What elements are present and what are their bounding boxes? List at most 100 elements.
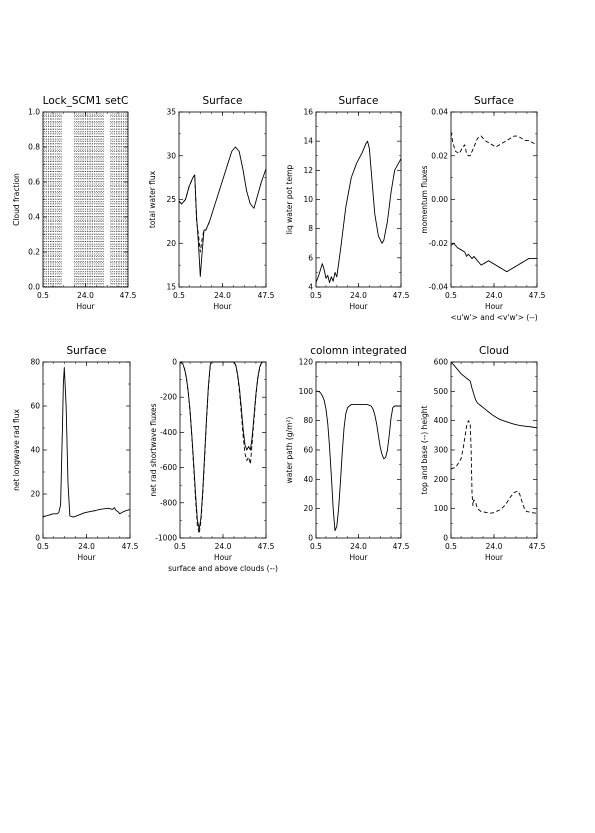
plot-frame [42,361,131,539]
series-line-dashed [450,131,538,157]
series-line-solid [178,146,267,277]
x-tick-label: 0.5 [173,291,185,300]
y-tick-label: 20 [166,239,176,248]
plot-frame [450,111,538,288]
x-tick-label: 47.5 [258,542,275,551]
y-tick-label: 15 [166,283,176,292]
y-tick-label: 120 [299,358,314,367]
x-axis-label: Hour [349,302,368,311]
x-axis-label: Hour [76,302,95,311]
y-tick-label: 40 [30,446,40,455]
y-tick-label: 200 [434,475,449,484]
annotation-label: surface and above clouds (--) [168,564,278,573]
series-line-dashed [450,420,537,514]
y-tick-label: 0.4 [28,213,40,222]
chart-panel-8: Cloud 0.5 24.0 47.5 0 100 200 300 400 500 600 Hour t… [420,345,546,562]
x-tick-label: 24.0 [78,542,95,551]
chart-title: Surface [474,95,514,107]
series-line-solid [315,140,402,284]
y-tick-label: 0.6 [28,178,40,187]
x-tick-label: 47.5 [258,291,275,300]
y-tick-label: 0.0 [28,283,40,292]
x-tick-label: 47.5 [393,542,410,551]
y-tick-label: 60 [303,446,313,455]
x-tick-label: 0.5 [37,542,49,551]
y-tick-label: 0 [172,358,177,367]
x-tick-label: 0.5 [310,542,322,551]
y-tick-label: -0.02 [429,239,449,248]
y-tick-label: -400 [160,428,177,437]
y-tick-label: 0.00 [431,195,448,204]
chart-title: Cloud [479,345,509,357]
chart-panel-2: Surface 0.5 24.0 47.5 15 20 25 30 35 Hour total wa… [148,95,275,311]
x-axis-label: Hour [349,553,368,562]
x-axis-label: Hour [485,302,504,311]
y-tick-label: 80 [30,358,40,367]
y-tick-label: 100 [299,387,314,396]
y-tick-label: 60 [30,402,40,411]
y-tick-label: 16 [303,108,313,117]
chart-panel-4: Surface 0.5 24.0 47.5 -0.04 -0.02 0.00 0.02 0.04… [420,95,546,322]
series-line-solid [42,367,131,518]
series-line-solid [316,390,401,532]
chart-panel-5: Surface 0.5 24.0 47.5 0 20 40 60 80 Hour net longw… [12,345,139,562]
y-axis-label: top and base (--) height [420,405,429,494]
x-tick-label: 24.0 [486,291,503,300]
plot-frame [178,111,267,288]
y-tick-label: -600 [160,463,177,472]
y-tick-label: -0.04 [429,283,449,292]
x-tick-label: 0.5 [37,291,49,300]
y-tick-label: 0 [35,534,40,543]
x-tick-label: 0.5 [445,291,457,300]
x-tick-label: 24.0 [215,542,232,551]
x-tick-label: 24.0 [350,542,367,551]
series-line-dashed [179,361,264,535]
chart-title: colomn integrated [310,345,407,357]
plot-frame [450,361,538,539]
x-axis-label: Hour [214,553,233,562]
x-tick-label: 47.5 [120,291,137,300]
y-axis-label: net longwave rad flux [12,409,21,491]
y-axis-label: net rad shortwave fluxes [149,403,158,496]
x-axis-label: Hour [485,553,504,562]
x-tick-label: 24.0 [77,291,94,300]
y-tick-label: 6 [308,253,313,262]
y-tick-label: 0.8 [28,143,40,152]
y-tick-label: 4 [308,283,313,292]
y-tick-label: 80 [303,416,313,425]
y-tick-label: 0.04 [431,108,448,117]
y-tick-label: 0 [443,534,448,543]
x-axis-label: Hour [213,302,232,311]
x-tick-label: 0.5 [445,542,457,551]
y-tick-label: 8 [308,224,313,233]
y-tick-label: 0.02 [431,151,448,160]
y-axis-label: liq water pot temp [285,165,294,235]
x-tick-label: 47.5 [122,542,139,551]
y-tick-label: 25 [166,195,176,204]
y-tick-label: 20 [303,504,313,513]
chart-title: Surface [66,345,106,357]
y-tick-label: 600 [434,358,449,367]
y-tick-label: -800 [160,498,177,507]
y-tick-label: 14 [303,137,313,146]
x-tick-label: 24.0 [486,542,503,551]
plot-frame [315,111,402,288]
series-line-dashed [178,174,210,253]
chart-title: Surface [202,95,242,107]
chart-panel-7: colomn integrated 0.5 24.0 47.5 0 20 40 60 80 100… [285,345,410,562]
y-tick-label: 500 [434,387,449,396]
plot-frame [315,361,402,539]
y-tick-label: -200 [160,393,177,402]
y-tick-label: 0 [308,534,313,543]
x-tick-label: 0.5 [310,291,322,300]
y-tick-label: 40 [303,475,313,484]
series-line-solid [450,242,537,273]
x-tick-label: 24.0 [214,291,231,300]
y-tick-label: 35 [166,108,176,117]
series-line-solid [450,361,538,429]
chart-title: Lock_SCM1 setC [43,95,129,107]
y-tick-label: -1000 [155,534,177,543]
y-tick-label: 100 [434,504,449,513]
y-tick-label: 1.0 [28,108,40,117]
